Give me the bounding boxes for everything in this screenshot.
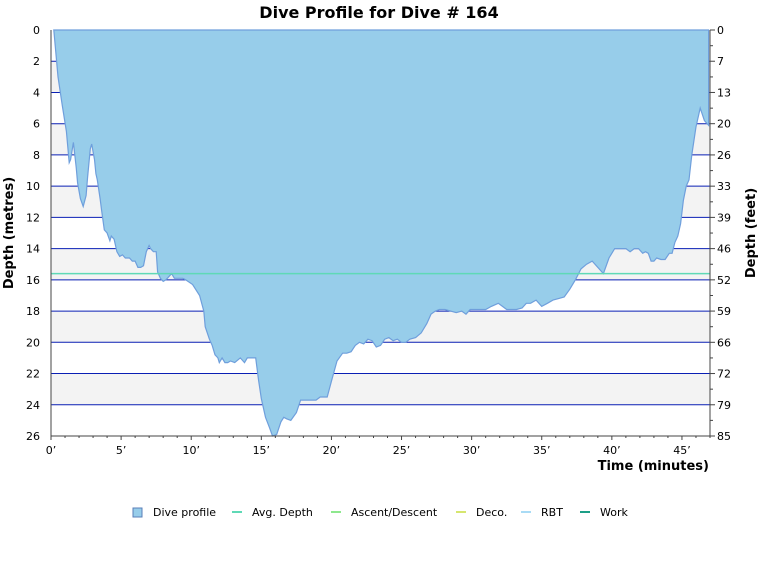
- y2-tick-label: 66: [717, 336, 731, 349]
- legend-label: Ascent/Descent: [351, 506, 438, 519]
- y-tick-label: 26: [26, 430, 40, 443]
- y2-tick-label: 7: [717, 55, 724, 68]
- x-axis-title: Time (minutes): [598, 459, 709, 474]
- y-axis-title: Depth (metres): [2, 177, 17, 289]
- band-11: [51, 373, 710, 405]
- chart-legend: Dive profile Avg. Depth Ascent/Descent Deco…: [132, 506, 628, 519]
- y-tick-label: 22: [26, 368, 40, 381]
- band-12: [51, 404, 710, 436]
- y2-tick-label: 52: [717, 274, 731, 287]
- x-tick-label: 35’: [533, 444, 551, 457]
- legend-label: Deco.: [476, 506, 507, 519]
- x-tick-label: 0’: [46, 444, 57, 457]
- x-tick-labels: 0’ 5’ 10’ 15’ 20’ 25’ 30’ 35’ 40’ 45’: [46, 436, 711, 457]
- y2-tick-label: 72: [717, 368, 731, 381]
- dive-profile-area: [53, 29, 710, 437]
- y2-tick-label: 39: [717, 211, 731, 224]
- y2-tick-labels: 0 7 13 20 26 33 39 46 52 59 66 72 79 85: [710, 24, 731, 443]
- x-tick-label: 20’: [323, 444, 341, 457]
- legend-swatch: [132, 507, 143, 518]
- y-tick-label: 4: [33, 86, 40, 99]
- y2-tick-label: 26: [717, 149, 731, 162]
- y-tick-label: 16: [26, 274, 40, 287]
- x-tick-label: 30’: [463, 444, 481, 457]
- legend-label: RBT: [541, 506, 563, 519]
- y-tick-label: 20: [26, 336, 40, 349]
- y2-tick-label: 0: [717, 24, 724, 37]
- y2-axis-title: Depth (feet): [744, 188, 759, 278]
- y2-tick-label: 33: [717, 180, 731, 193]
- y2-tick-label: 59: [717, 305, 731, 318]
- band-10: [51, 342, 710, 374]
- legend-label: Avg. Depth: [252, 506, 313, 519]
- x-tick-label: 5’: [116, 444, 127, 457]
- y-tick-label: 6: [33, 118, 40, 131]
- y-tick-label: 0: [33, 24, 40, 37]
- x-tick-label: 40’: [603, 444, 621, 457]
- y-tick-label: 10: [26, 180, 40, 193]
- x-tick-label: 15’: [253, 444, 271, 457]
- x-tick-label: 10’: [182, 444, 200, 457]
- y2-tick-label: 20: [717, 118, 731, 131]
- y-tick-label: 2: [33, 55, 40, 68]
- y-tick-label: 12: [26, 211, 40, 224]
- y2-tick-label: 79: [717, 399, 731, 412]
- y2-tick-label: 13: [717, 86, 731, 99]
- legend-label: Work: [600, 506, 628, 519]
- x-tick-label: 45’: [673, 444, 691, 457]
- x-tick-label: 25’: [393, 444, 411, 457]
- y-tick-label: 8: [33, 149, 40, 162]
- y2-tick-label: 46: [717, 243, 731, 256]
- y-tick-label: 18: [26, 305, 40, 318]
- y-tick-label: 14: [26, 243, 40, 256]
- y2-tick-label: 85: [717, 430, 731, 443]
- y-tick-label: 24: [26, 399, 40, 412]
- chart-title: Dive Profile for Dive # 164: [259, 3, 498, 22]
- legend-label: Dive profile: [153, 506, 216, 519]
